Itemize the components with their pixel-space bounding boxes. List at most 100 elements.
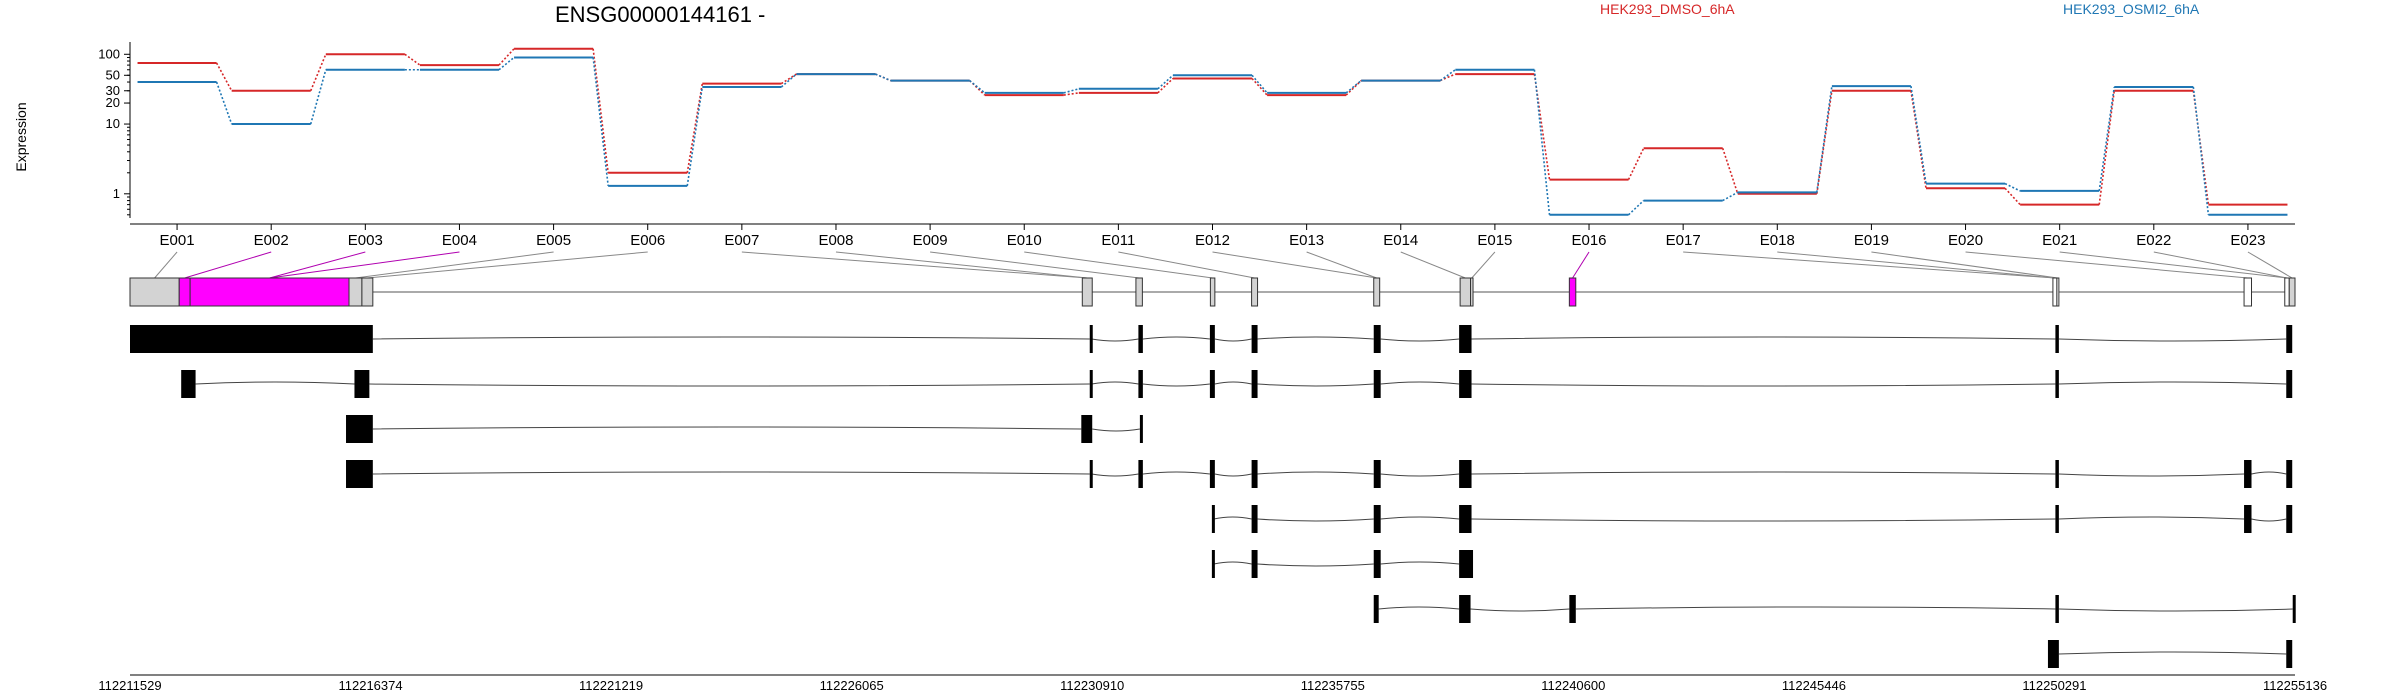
- transcript-exon: [2286, 325, 2293, 353]
- intron: [2058, 473, 2245, 477]
- exon-connector: [355, 251, 554, 279]
- intron: [2058, 516, 2245, 520]
- exon-label: E011: [1101, 232, 1135, 249]
- intron: [1214, 338, 1252, 342]
- exon-label: E009: [913, 232, 948, 249]
- gene-model: [129, 277, 2296, 307]
- y-tick-label: 1: [113, 186, 120, 201]
- series-connector: [686, 86, 704, 186]
- exon-connector: [2247, 251, 2293, 279]
- transcript-exon: [1459, 595, 1471, 623]
- intron: [369, 383, 1090, 387]
- series-connector: [2004, 187, 2021, 206]
- transcript-exon: [1251, 505, 1258, 533]
- series-connector: [1721, 147, 1739, 195]
- series-connector: [215, 62, 233, 92]
- transcript-exon: [1459, 550, 1474, 578]
- transcript-exon: [1373, 370, 1381, 398]
- transcript-exon: [2055, 460, 2059, 488]
- exon-connector: [269, 251, 460, 279]
- transcript-exon: [1089, 325, 1093, 353]
- series-connector: [1628, 199, 1645, 216]
- exon-connector: [269, 251, 366, 279]
- series-connector: [1722, 191, 1739, 202]
- transcript-exon: [1373, 595, 1379, 623]
- legend-item-osmi2: HEK293_OSMI2_6hA: [2063, 1, 2200, 17]
- exon-connector: [1471, 251, 1496, 279]
- exon-label: E003: [348, 232, 383, 249]
- exon-label: E010: [1007, 232, 1042, 249]
- exon-connector: [1400, 251, 1466, 279]
- intron: [1471, 383, 2056, 387]
- transcript-exon: [181, 370, 196, 398]
- exon-connector: [184, 251, 272, 279]
- series-connector: [2004, 182, 2021, 192]
- series-connector: [1345, 79, 1362, 94]
- transcript-exon: [1211, 550, 1215, 578]
- series-connector: [1533, 73, 1551, 180]
- intron: [1471, 518, 2056, 522]
- intron: [1380, 338, 1460, 342]
- coord-label: 112240600: [1541, 678, 1605, 693]
- transcript-1: [181, 370, 2293, 398]
- transcript-exon: [1251, 550, 1258, 578]
- series-connector: [1063, 92, 1079, 96]
- chart-title: ENSG00000144161 -: [555, 2, 765, 27]
- transcript-exon: [2244, 460, 2252, 488]
- transcript-exon: [1459, 325, 1472, 353]
- transcript-exon: [1373, 325, 1381, 353]
- intron: [2251, 518, 2287, 522]
- gene-exon: [2284, 277, 2290, 307]
- expression-series: [137, 47, 2288, 216]
- exon-axis: E001 E002 E003 E004 E005 E006 E007 E008 E009 E010…: [130, 223, 2295, 249]
- intron: [1471, 471, 2056, 475]
- gene-exon: [2052, 277, 2058, 307]
- intron: [1214, 473, 1252, 477]
- gene-exon: [1470, 277, 1474, 307]
- exon-connector: [835, 251, 1088, 279]
- y-tick-label: 100: [98, 46, 120, 61]
- series-connector: [1157, 77, 1174, 94]
- gene-exon: [348, 277, 363, 307]
- series-connector: [1627, 147, 1645, 180]
- transcript-6: [1373, 595, 2296, 623]
- gene-exon: [1081, 277, 1093, 307]
- exon-connector: [1871, 251, 2058, 279]
- exon-label: E020: [1948, 232, 1983, 249]
- intron: [1257, 471, 1374, 475]
- gene-exon: [361, 277, 374, 307]
- intron: [2058, 608, 2293, 612]
- series-connector: [875, 73, 891, 82]
- transcript-exon: [2055, 505, 2059, 533]
- intron: [1214, 381, 1252, 385]
- transcript-exon: [1251, 325, 1258, 353]
- exon-label: E017: [1666, 232, 1701, 249]
- transcript-exon: [346, 460, 373, 488]
- exon-label: E004: [442, 232, 477, 249]
- intron: [1257, 336, 1374, 340]
- exon-connectors: [154, 251, 2293, 279]
- transcript-exon: [1373, 505, 1381, 533]
- coord-label: 112230910: [1060, 678, 1124, 693]
- exon-label: E007: [724, 232, 759, 249]
- transcript-exon: [2055, 325, 2059, 353]
- series-connector: [404, 53, 421, 66]
- transcript-exon: [1209, 370, 1215, 398]
- intron: [1142, 471, 1210, 475]
- transcript-exon: [2244, 505, 2252, 533]
- series-connector: [498, 48, 515, 66]
- exon-label: E023: [2230, 232, 2265, 249]
- transcript-exon: [1209, 325, 1215, 353]
- intron: [1142, 383, 1210, 387]
- transcript-exon: [2292, 595, 2296, 623]
- exon-label: E022: [2136, 232, 2171, 249]
- series-connector: [1063, 88, 1080, 94]
- gene-exon: [2243, 277, 2253, 307]
- series-connector: [2098, 86, 2116, 192]
- exon-connector: [1683, 251, 2055, 279]
- y-tick-label: 10: [106, 116, 120, 131]
- intron: [372, 426, 1082, 430]
- series-connector: [2098, 90, 2116, 205]
- exon-connector: [1572, 251, 1590, 279]
- transcript-exon: [1089, 370, 1093, 398]
